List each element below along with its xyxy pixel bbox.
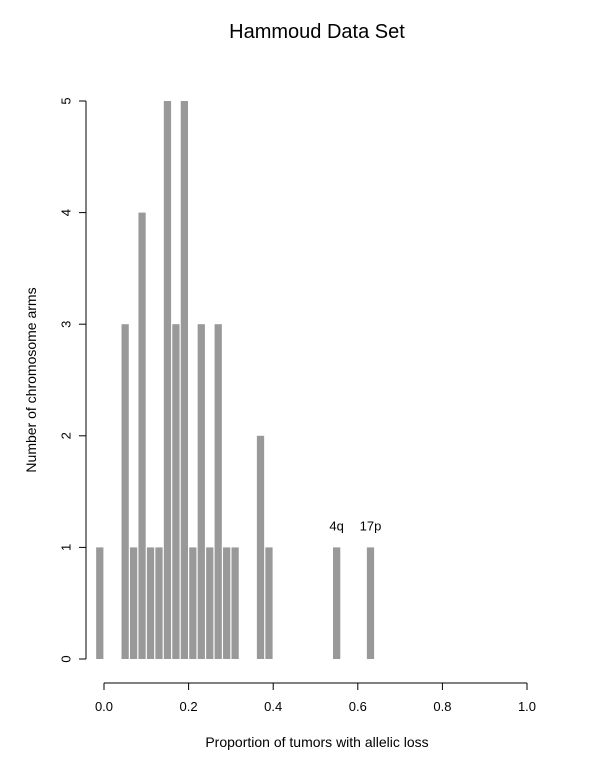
bar-18 xyxy=(366,547,375,659)
x-tick-label-3: 0.6 xyxy=(349,699,367,714)
bar-14 xyxy=(231,547,239,659)
bar-10 xyxy=(197,324,205,659)
bar-0 xyxy=(96,547,104,659)
bars-group xyxy=(96,101,375,659)
x-axis-label: Proportion of tumors with allelic loss xyxy=(205,734,428,750)
bar-7 xyxy=(172,324,180,659)
y-tick-label-3: 3 xyxy=(59,321,74,328)
annotations-group: 4q 17p xyxy=(329,518,381,533)
chart-title: Hammoud Data Set xyxy=(229,21,405,43)
bar-1 xyxy=(121,324,129,659)
bar-6 xyxy=(163,101,172,659)
y-tick-label-0: 0 xyxy=(59,655,74,662)
x-tick-label-2: 0.4 xyxy=(264,699,282,714)
x-axis: 0.0 0.2 0.4 0.6 0.8 1.0 xyxy=(95,682,536,714)
y-tick-label-2: 2 xyxy=(59,432,74,439)
annotation-0: 4q xyxy=(329,518,343,533)
y-axis-label: Number of chromosome arms xyxy=(23,287,39,472)
bar-16 xyxy=(265,547,273,659)
x-tick-label-5: 1.0 xyxy=(518,699,536,714)
bar-5 xyxy=(155,547,163,659)
bar-9 xyxy=(189,547,197,659)
annotation-1: 17p xyxy=(360,518,382,533)
bar-17 xyxy=(333,547,341,659)
bar-8 xyxy=(180,101,188,659)
y-tick-label-4: 4 xyxy=(59,209,74,216)
x-tick-label-4: 0.8 xyxy=(433,699,451,714)
bar-2 xyxy=(129,547,138,659)
x-tick-label-0: 0.0 xyxy=(95,699,113,714)
y-tick-label-5: 5 xyxy=(59,97,74,104)
bar-12 xyxy=(214,324,222,659)
x-tick-label-1: 0.2 xyxy=(180,699,198,714)
y-tick-label-1: 1 xyxy=(59,544,74,551)
bar-15 xyxy=(256,435,265,659)
bar-4 xyxy=(146,547,155,659)
y-axis: 0 1 2 3 4 5 xyxy=(59,97,87,663)
bar-11 xyxy=(206,547,214,659)
bar-3 xyxy=(138,212,146,659)
bar-13 xyxy=(223,547,231,659)
